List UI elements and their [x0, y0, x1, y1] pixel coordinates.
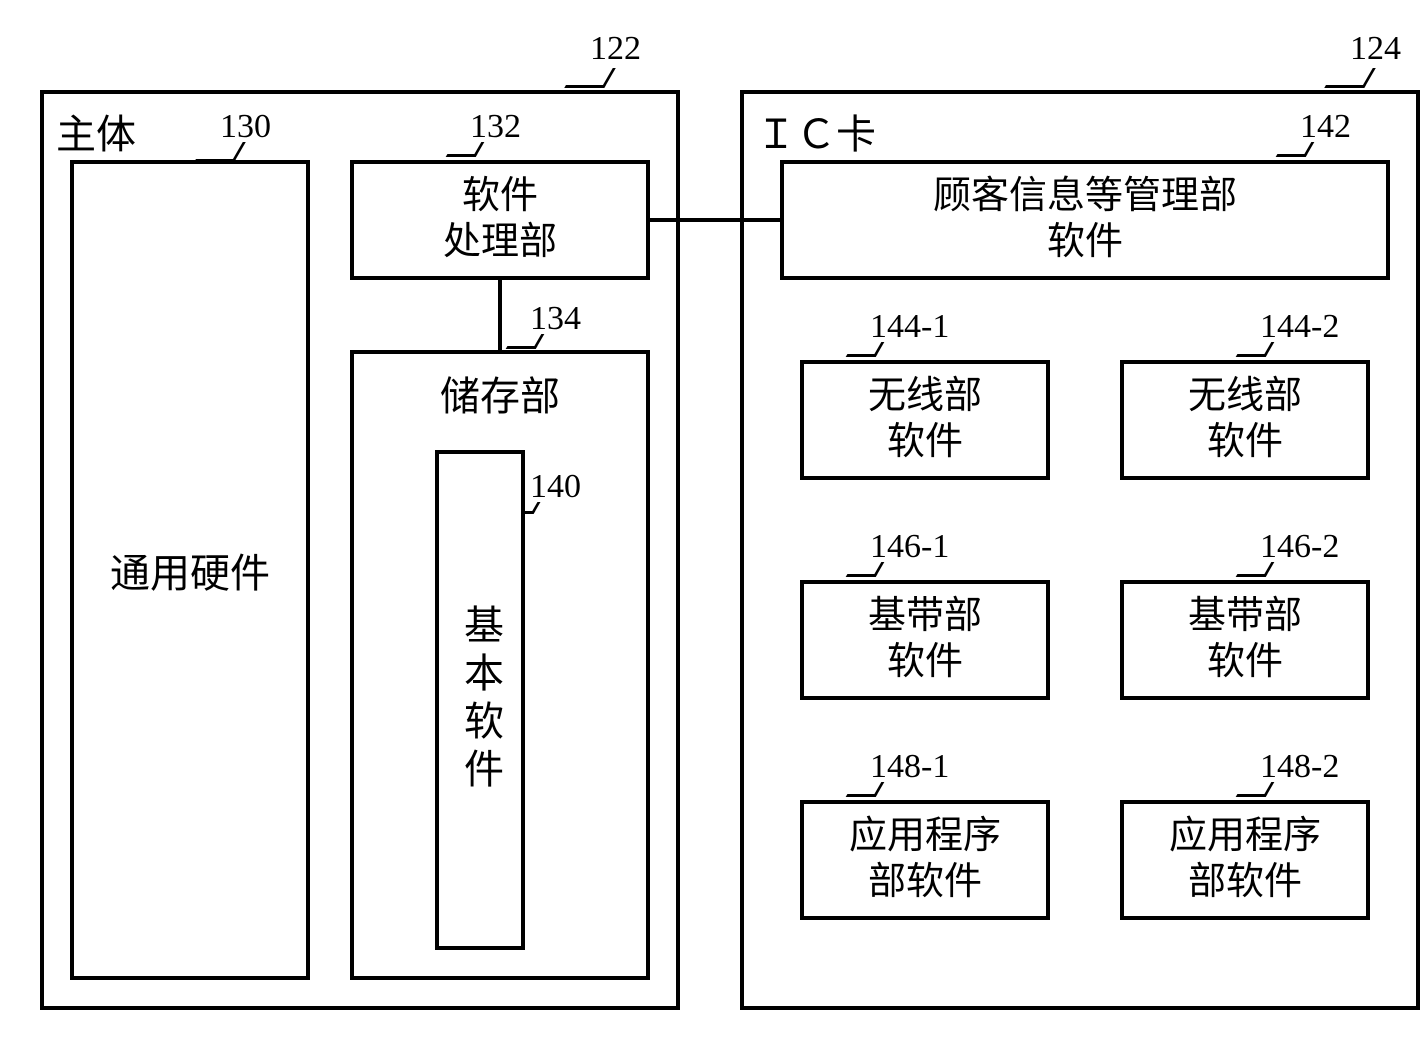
application-right-label: 应用程序 部软件 — [1169, 814, 1321, 905]
baseband-left-label: 基带部 软件 — [868, 594, 982, 685]
wireless-left-box: 无线部 软件 — [800, 360, 1050, 480]
application-right-box: 应用程序 部软件 — [1120, 800, 1370, 920]
tick-122 — [564, 68, 616, 88]
customer-mgmt-label: 顾客信息等管理部 软件 — [933, 174, 1237, 265]
application-left-label: 应用程序 部软件 — [849, 814, 1001, 905]
ref-140: 140 — [530, 468, 581, 506]
ref-124: 124 — [1350, 30, 1401, 68]
hardware-label: 通用硬件 — [110, 541, 270, 599]
ref-134: 134 — [530, 300, 581, 338]
ref-132: 132 — [470, 108, 521, 146]
software-processor-label: 软件 处理部 — [443, 174, 557, 265]
hardware-box: 通用硬件 — [70, 160, 310, 980]
software-processor-box: 软件 处理部 — [350, 160, 650, 280]
ref-146-2: 146-2 — [1260, 528, 1339, 566]
baseband-right-label: 基带部 软件 — [1188, 594, 1302, 685]
ref-144-1: 144-1 — [870, 308, 949, 346]
wireless-left-label: 无线部 软件 — [868, 374, 982, 465]
ref-148-1: 148-1 — [870, 748, 949, 786]
main-body-title: 主体 — [44, 94, 676, 168]
ref-148-2: 148-2 — [1260, 748, 1339, 786]
ref-142: 142 — [1300, 108, 1351, 146]
wireless-right-label: 无线部 软件 — [1188, 374, 1302, 465]
baseband-right-box: 基带部 软件 — [1120, 580, 1370, 700]
wireless-right-box: 无线部 软件 — [1120, 360, 1370, 480]
ref-122: 122 — [590, 30, 641, 68]
tick-124 — [1324, 68, 1376, 88]
baseband-left-box: 基带部 软件 — [800, 580, 1050, 700]
storage-title: 储存部 — [354, 354, 646, 430]
ref-130: 130 — [220, 108, 271, 146]
customer-mgmt-box: 顾客信息等管理部 软件 — [780, 160, 1390, 280]
application-left-box: 应用程序 部软件 — [800, 800, 1050, 920]
ref-144-2: 144-2 — [1260, 308, 1339, 346]
basic-software-label: 基本软件 — [451, 604, 509, 796]
ref-146-1: 146-1 — [870, 528, 949, 566]
basic-software-box: 基本软件 — [435, 450, 525, 950]
architecture-diagram: 122 124 主体 130 通用硬件 132 软件 处理部 134 储存部 1… — [20, 20, 1424, 1034]
